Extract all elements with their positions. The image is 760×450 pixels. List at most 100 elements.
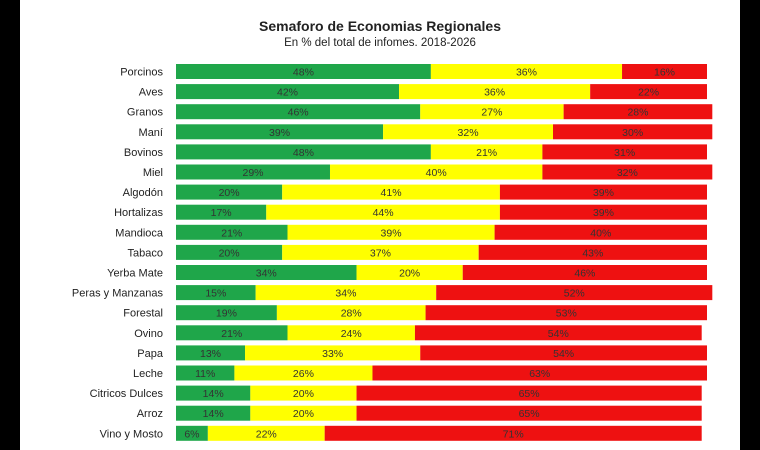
data-label: 16%	[654, 67, 675, 79]
data-label: 65%	[519, 388, 540, 400]
bar-segment	[622, 64, 707, 79]
data-label: 22%	[638, 87, 659, 99]
data-label: 22%	[256, 428, 277, 440]
data-label: 44%	[373, 207, 394, 219]
bar-segment	[176, 385, 251, 401]
data-label: 30%	[622, 127, 643, 139]
category-label: Miel	[143, 167, 163, 179]
category-label: Aves	[139, 87, 164, 99]
bar-segment	[356, 385, 702, 401]
data-label: 48%	[293, 147, 314, 159]
bar-segment	[245, 345, 421, 361]
bar-segment	[176, 305, 277, 321]
data-label: 11%	[195, 368, 215, 380]
bar-segment	[176, 204, 267, 220]
bar-segment	[282, 184, 500, 200]
bar-segment	[420, 345, 707, 361]
data-label: 48%	[293, 67, 314, 79]
data-label: 31%	[614, 147, 635, 159]
bar-segment	[553, 124, 713, 140]
bar-segment	[276, 305, 426, 321]
bar-segment	[176, 365, 235, 381]
category-label: Citricos Dulces	[90, 388, 164, 400]
bar-segment	[499, 184, 707, 200]
bar-segment	[563, 104, 713, 120]
data-label: 21%	[221, 227, 242, 239]
data-label: 26%	[293, 368, 314, 380]
data-label: 40%	[426, 167, 447, 179]
data-label: 21%	[476, 147, 497, 159]
data-label: 6%	[184, 428, 199, 440]
bar-segment	[499, 204, 707, 220]
bar-segment	[590, 84, 707, 100]
data-label: 27%	[481, 107, 502, 119]
data-label: 13%	[200, 348, 221, 360]
data-label: 19%	[216, 308, 237, 320]
bar-segment	[176, 84, 400, 100]
data-label: 46%	[288, 107, 309, 119]
bar-segment	[234, 365, 373, 381]
data-label: 46%	[574, 268, 595, 280]
category-label: Hortalizas	[114, 207, 163, 219]
data-label: 36%	[516, 67, 537, 79]
category-label: Algodón	[123, 187, 163, 199]
data-label: 20%	[219, 247, 240, 259]
bar-segment	[425, 305, 707, 321]
bar-segment	[176, 124, 384, 140]
data-label: 71%	[503, 428, 524, 440]
category-label: Forestal	[123, 308, 163, 320]
data-label: 29%	[242, 167, 263, 179]
bar-segment	[478, 244, 707, 260]
data-label: 39%	[593, 187, 614, 199]
bar-segment	[420, 104, 564, 120]
bar-segment	[356, 405, 702, 421]
category-label: Porcinos	[120, 67, 163, 79]
data-label: 33%	[322, 348, 343, 360]
data-label: 24%	[341, 328, 362, 340]
bar-segment	[176, 325, 288, 341]
bar-segment	[324, 425, 702, 441]
bar-segment	[176, 345, 246, 361]
category-label: Tabaco	[128, 247, 163, 259]
category-label: Ovino	[134, 328, 163, 340]
chart-title: Semaforo de Economias Regionales	[259, 18, 501, 34]
data-label: 20%	[219, 187, 240, 199]
data-label: 20%	[293, 388, 314, 400]
bar-segment	[399, 84, 591, 100]
bar-segment	[414, 325, 702, 341]
bar-segment	[176, 285, 256, 301]
bar-segment	[255, 285, 437, 301]
category-label: Maní	[139, 127, 163, 139]
data-label: 53%	[556, 308, 577, 320]
data-label: 54%	[553, 348, 574, 360]
bar-segment	[176, 244, 283, 260]
bar-segment	[266, 204, 500, 220]
data-label: 32%	[458, 127, 479, 139]
bar-segment	[430, 64, 623, 79]
bar-segment	[176, 405, 251, 421]
data-label: 34%	[335, 288, 356, 300]
category-label: Arroz	[137, 408, 163, 420]
category-label: Leche	[133, 368, 163, 380]
data-label: 15%	[205, 288, 226, 300]
chart-subtitle: En % del total de infomes. 2018-2026	[284, 37, 476, 49]
data-label: 39%	[381, 227, 402, 239]
bar-segment	[282, 244, 479, 260]
bar-segment	[250, 385, 357, 401]
data-label: 32%	[617, 167, 638, 179]
data-label: 21%	[221, 328, 242, 340]
data-label: 63%	[529, 368, 550, 380]
bar-segment	[436, 285, 713, 301]
data-label: 36%	[484, 87, 505, 99]
data-label: 34%	[256, 268, 277, 280]
bar-segment	[430, 144, 543, 160]
bar-segment	[176, 224, 288, 240]
bar-segment	[287, 224, 495, 240]
data-label: 28%	[627, 107, 648, 119]
data-label: 65%	[519, 408, 540, 420]
data-label: 14%	[203, 408, 224, 420]
data-label: 41%	[381, 187, 402, 199]
data-label: 54%	[548, 328, 569, 340]
category-label: Granos	[127, 107, 164, 119]
